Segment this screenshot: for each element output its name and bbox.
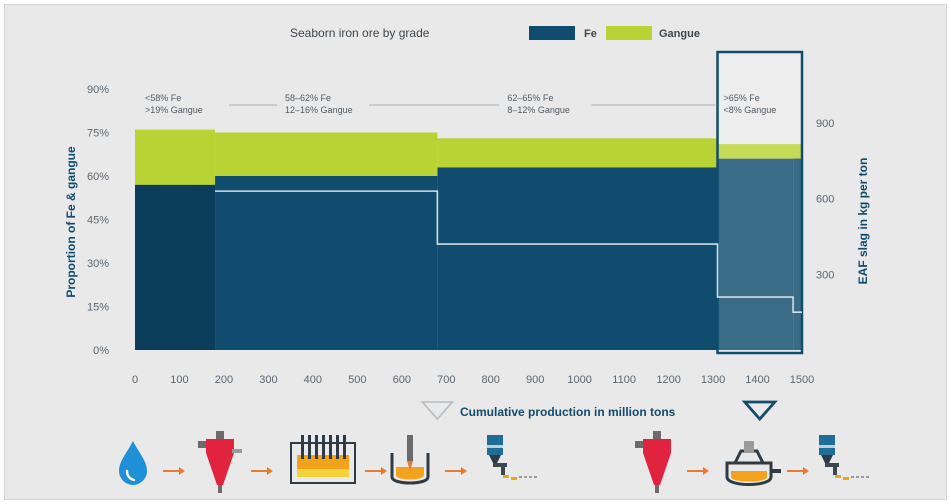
iron-ore-grade-chart: Seaborn iron ore by grade Fe Gangue <58%… bbox=[64, 26, 871, 493]
bar-gangue-1 bbox=[215, 132, 438, 176]
x-tick-1: 100 bbox=[170, 374, 188, 386]
y-left-tick-6: 90% bbox=[87, 84, 109, 96]
bar-fe-0 bbox=[135, 184, 216, 350]
band-label-3-fe: >65% Fe bbox=[724, 93, 760, 103]
x-tick-5: 500 bbox=[348, 374, 366, 386]
x-tick-3: 300 bbox=[259, 374, 277, 386]
bar-fe-2 bbox=[437, 167, 718, 350]
ladle-caster-icon bbox=[487, 435, 539, 480]
x-tick-15: 1500 bbox=[790, 374, 814, 386]
y-left-tick-1: 15% bbox=[87, 302, 109, 314]
bar-gangue-3 bbox=[717, 144, 802, 159]
bar-gangue-2 bbox=[437, 138, 718, 168]
arrow-icon bbox=[787, 467, 809, 475]
chart-title: Seaborn iron ore by grade bbox=[290, 26, 430, 40]
triangle-marker-outline bbox=[420, 401, 455, 421]
hydrocyclone-icon bbox=[635, 431, 671, 493]
y-axis-left-title: Proportion of Fe & gangue bbox=[64, 146, 78, 298]
process-diagram bbox=[119, 431, 871, 493]
band-label-2-gangue: 8–12% Gangue bbox=[507, 105, 570, 115]
x-tick-2: 200 bbox=[215, 374, 233, 386]
y-left-tick-0: 0% bbox=[93, 345, 109, 357]
ladle-caster-icon bbox=[819, 435, 871, 480]
legend-swatch-gangue bbox=[606, 26, 652, 40]
x-tick-9: 900 bbox=[526, 374, 544, 386]
blast-furnace-icon bbox=[390, 435, 430, 485]
x-tick-8: 800 bbox=[482, 374, 500, 386]
band-label-0-gangue: >19% Gangue bbox=[145, 105, 203, 115]
hydrocyclone-icon bbox=[198, 431, 242, 493]
legend-label-fe: Fe bbox=[584, 28, 597, 40]
bar-fe-4 bbox=[793, 152, 802, 350]
arrow-icon bbox=[163, 467, 185, 475]
arrow-icon bbox=[365, 467, 387, 475]
band-label-3-gangue: <8% Gangue bbox=[724, 105, 777, 115]
band-label-1-fe: 58–62% Fe bbox=[285, 93, 331, 103]
bar-gangue-0 bbox=[135, 129, 216, 185]
x-tick-13: 1300 bbox=[701, 374, 725, 386]
bar-fe-1 bbox=[215, 176, 438, 350]
y-left-tick-4: 60% bbox=[87, 171, 109, 183]
x-tick-14: 1400 bbox=[745, 374, 769, 386]
plot-area bbox=[135, 129, 802, 350]
x-tick-7: 700 bbox=[437, 374, 455, 386]
production-markers bbox=[420, 400, 778, 422]
triangle-marker-bold bbox=[741, 400, 778, 422]
electric-arc-furnace-icon bbox=[725, 441, 781, 486]
arrow-icon bbox=[687, 467, 709, 475]
band-label-0-fe: <58% Fe bbox=[145, 93, 181, 103]
legend: Fe Gangue bbox=[529, 26, 700, 40]
highlight-box bbox=[716, 50, 804, 355]
y-right-tick-2: 900 bbox=[816, 118, 834, 130]
y-right-tick-0: 300 bbox=[816, 269, 834, 281]
axis-ticks: 0% 15% 30% 45% 60% 75% 90% 300 600 900 0 100 200 300 4… bbox=[87, 84, 834, 386]
x-tick-4: 400 bbox=[304, 374, 322, 386]
band-label-2-fe: 62–65% Fe bbox=[507, 93, 553, 103]
legend-label-gangue: Gangue bbox=[659, 28, 700, 40]
eaf-slag-line bbox=[215, 190, 802, 313]
pellet-furnace-icon bbox=[290, 435, 356, 484]
legend-swatch-fe bbox=[529, 26, 575, 40]
x-axis-title: Cumulative production in million tons bbox=[460, 405, 676, 419]
y-left-tick-5: 75% bbox=[87, 128, 109, 140]
y-left-tick-2: 30% bbox=[87, 258, 109, 270]
y-left-tick-3: 45% bbox=[87, 215, 109, 227]
y-axis-right-title: EAF slag in kg per ton bbox=[856, 158, 870, 285]
x-tick-0: 0 bbox=[132, 374, 138, 386]
y-right-tick-1: 600 bbox=[816, 194, 834, 206]
band-label-1-gangue: 12–16% Gangue bbox=[285, 105, 353, 115]
chart-frame: Seaborn iron ore by grade Fe Gangue <58%… bbox=[4, 4, 947, 500]
x-tick-6: 600 bbox=[393, 374, 411, 386]
x-tick-11: 1100 bbox=[612, 374, 636, 386]
arrow-icon bbox=[445, 467, 467, 475]
bar-fe-3 bbox=[717, 158, 794, 350]
x-tick-10: 1000 bbox=[567, 374, 591, 386]
arrow-icon bbox=[251, 467, 273, 475]
water-drop-icon bbox=[119, 441, 147, 485]
x-tick-12: 1200 bbox=[656, 374, 680, 386]
plot-overlay: <58% Fe >19% Gangue 58–62% Fe 12–16% Gangue… bbox=[145, 50, 804, 355]
